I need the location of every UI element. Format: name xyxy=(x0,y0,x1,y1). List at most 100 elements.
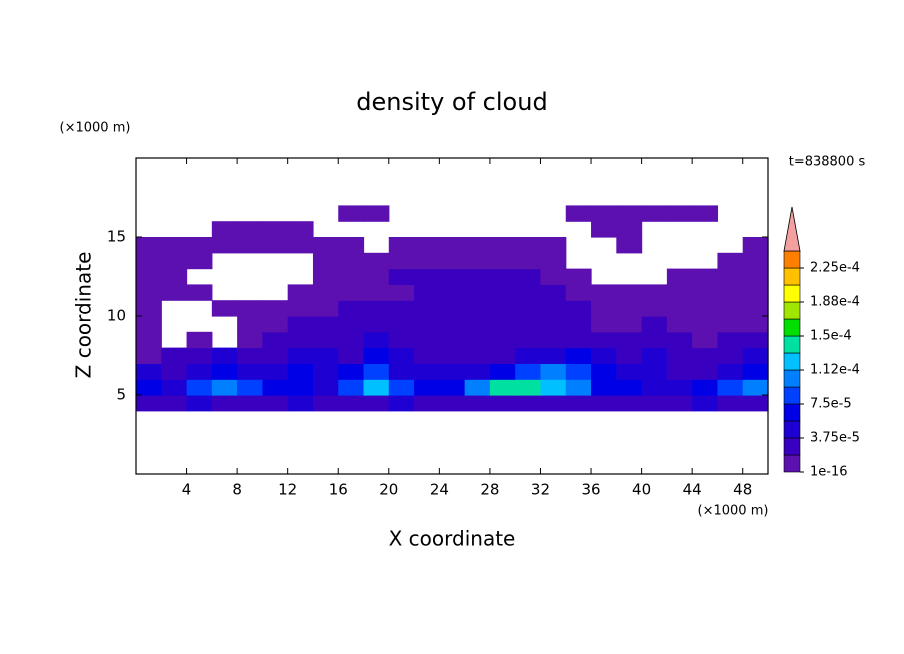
contour-cell xyxy=(490,190,516,206)
contour-cell xyxy=(338,268,365,285)
contour-cell xyxy=(616,284,643,301)
contour-cell xyxy=(717,442,743,458)
contour-cell xyxy=(566,158,592,174)
contour-cell xyxy=(642,427,668,443)
contour-cell xyxy=(692,347,719,364)
contour-cell xyxy=(540,331,567,349)
contour-cell xyxy=(515,284,542,301)
contour-cell xyxy=(616,174,642,190)
contour-cell xyxy=(666,284,693,301)
contour-cell xyxy=(414,347,440,364)
contour-cell xyxy=(136,190,162,206)
contour-cell xyxy=(313,221,339,237)
contour-cell xyxy=(465,221,491,237)
contour-cell xyxy=(717,300,744,317)
contour-cell xyxy=(287,395,314,412)
contour-cell xyxy=(743,205,769,221)
contour-cell xyxy=(313,174,339,190)
contour-cell xyxy=(490,442,516,458)
contour-cell xyxy=(136,395,162,412)
contour-cell xyxy=(515,395,542,412)
contour-cell xyxy=(490,411,516,427)
contour-cell xyxy=(262,316,289,333)
contour-cell xyxy=(742,395,769,412)
contour-cell xyxy=(717,331,744,349)
contour-cell xyxy=(161,316,187,332)
contour-cell xyxy=(161,332,187,348)
contour-cell xyxy=(212,316,238,332)
contour-cell xyxy=(262,284,288,300)
contour-cell xyxy=(262,379,289,396)
contour-cell xyxy=(566,221,592,237)
contour-cell xyxy=(515,347,542,364)
contour-cell xyxy=(641,300,668,317)
contour-cell xyxy=(641,395,668,412)
contour-cell xyxy=(540,347,567,364)
contour-cell xyxy=(187,316,213,332)
contour-cell xyxy=(136,205,162,221)
contour-cell xyxy=(692,174,718,190)
contour-cell xyxy=(262,427,288,443)
contour-cell xyxy=(136,458,162,474)
contour-cell xyxy=(414,205,440,221)
contour-cell xyxy=(313,411,339,427)
contour-cell xyxy=(312,252,339,270)
contour-cell xyxy=(717,363,744,380)
contour-cell xyxy=(338,158,364,174)
contour-cell xyxy=(388,331,415,349)
time-label: t=838800 s xyxy=(789,155,866,170)
contour-cell xyxy=(237,379,263,396)
contour-cell xyxy=(667,411,693,427)
contour-cell xyxy=(211,347,238,364)
contour-cell xyxy=(464,252,491,270)
colorbar-segment xyxy=(783,284,801,303)
contour-cell xyxy=(489,252,516,270)
contour-cell xyxy=(565,316,592,333)
contour-cell xyxy=(717,174,743,190)
contour-cell xyxy=(439,221,465,237)
contour-cell xyxy=(262,158,288,174)
contour-cell xyxy=(287,237,314,254)
contour-cell xyxy=(262,190,288,206)
contour-cell xyxy=(136,316,162,333)
contour-cell xyxy=(464,300,491,317)
contour-cell xyxy=(211,395,238,412)
contour-cell xyxy=(717,158,743,174)
contour-cell xyxy=(515,379,542,396)
contour-cell xyxy=(287,331,314,349)
contour-cell xyxy=(389,221,415,237)
contour-cell xyxy=(388,395,415,412)
contour-cell xyxy=(363,284,390,301)
contour-cell xyxy=(161,411,187,427)
contour-cell xyxy=(389,427,415,443)
contour-cell xyxy=(363,363,390,380)
contour-cell xyxy=(136,331,162,349)
contour-cell xyxy=(439,237,466,254)
contour-cell xyxy=(288,205,314,221)
contour-cell xyxy=(186,331,213,349)
contour-cell xyxy=(692,158,718,174)
contour-cell xyxy=(338,442,364,458)
contour-cell xyxy=(212,190,238,206)
contour-cell xyxy=(388,237,415,254)
contour-cell xyxy=(186,284,213,301)
contour-cell xyxy=(439,252,466,270)
contour-cell xyxy=(591,237,617,253)
contour-cell xyxy=(212,253,238,269)
contour-cell xyxy=(262,331,289,349)
contour-cell xyxy=(540,458,566,474)
contour-cell xyxy=(136,442,162,458)
contour-cell xyxy=(666,363,693,380)
y-tick-label: 10 xyxy=(107,307,126,325)
contour-cell xyxy=(591,316,617,333)
contour-cell xyxy=(465,427,491,443)
contour-cell xyxy=(540,205,566,221)
contour-cell xyxy=(591,190,617,206)
contour-cell xyxy=(616,237,643,254)
contour-cell xyxy=(338,379,365,396)
contour-cell xyxy=(742,237,769,254)
contour-cell xyxy=(692,442,718,458)
contour-cell xyxy=(414,427,440,443)
contour-cell xyxy=(566,237,592,253)
contour-cell xyxy=(211,300,238,317)
